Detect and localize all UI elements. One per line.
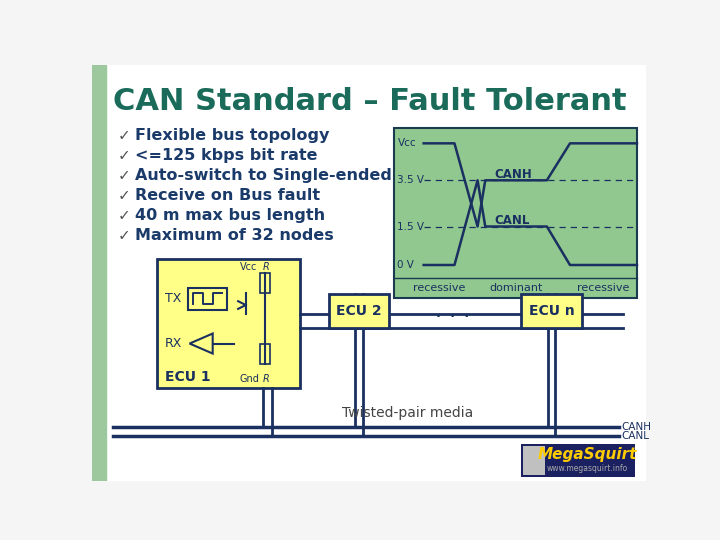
Text: ✓: ✓ bbox=[118, 188, 131, 203]
Text: CAN Standard – Fault Tolerant: CAN Standard – Fault Tolerant bbox=[113, 87, 627, 116]
Text: <=125 kbps bit rate: <=125 kbps bit rate bbox=[135, 148, 318, 163]
Text: Flexible bus topology: Flexible bus topology bbox=[135, 128, 329, 143]
Text: Twisted-pair media: Twisted-pair media bbox=[342, 406, 473, 420]
Text: CANL: CANL bbox=[621, 431, 649, 441]
Text: 40 m max bus length: 40 m max bus length bbox=[135, 208, 325, 223]
Text: 0 V: 0 V bbox=[397, 260, 415, 270]
Bar bbox=[157, 259, 300, 388]
Text: RX: RX bbox=[165, 337, 182, 350]
Text: Gnd: Gnd bbox=[240, 374, 259, 384]
Text: Receive on Bus fault: Receive on Bus fault bbox=[135, 188, 320, 203]
Text: recessive: recessive bbox=[577, 283, 630, 293]
Text: ECU 1: ECU 1 bbox=[165, 370, 210, 384]
Text: R: R bbox=[263, 261, 269, 272]
Bar bbox=[523, 446, 544, 475]
Text: Maximum of 32 nodes: Maximum of 32 nodes bbox=[135, 228, 333, 243]
Text: Vcc: Vcc bbox=[240, 261, 257, 272]
Text: CANH: CANH bbox=[621, 422, 652, 431]
Text: MegaSquirt: MegaSquirt bbox=[538, 447, 637, 462]
Bar bbox=[521, 294, 582, 328]
Text: dominant: dominant bbox=[490, 283, 543, 293]
Polygon shape bbox=[189, 334, 212, 354]
Text: www.megasquirt.info: www.megasquirt.info bbox=[547, 464, 629, 473]
Text: ✓: ✓ bbox=[118, 148, 131, 163]
Text: recessive: recessive bbox=[413, 283, 465, 293]
Text: 3.5 V: 3.5 V bbox=[397, 176, 425, 185]
Bar bbox=[188, 288, 227, 309]
Text: ✓: ✓ bbox=[118, 208, 131, 223]
Text: Auto-switch to Single-ended: Auto-switch to Single-ended bbox=[135, 168, 392, 183]
Text: . . .: . . . bbox=[435, 301, 469, 321]
Text: ✓: ✓ bbox=[118, 228, 131, 243]
Bar bbox=[92, 65, 106, 481]
Text: CANL: CANL bbox=[495, 214, 530, 227]
Text: TX: TX bbox=[165, 292, 181, 306]
Polygon shape bbox=[523, 446, 544, 475]
Text: ✓: ✓ bbox=[118, 128, 131, 143]
Text: CANH: CANH bbox=[495, 167, 532, 181]
Text: ECU 2: ECU 2 bbox=[336, 304, 382, 318]
Text: ECU n: ECU n bbox=[528, 304, 575, 318]
Text: R: R bbox=[263, 374, 269, 384]
Bar bbox=[260, 343, 271, 363]
Text: ✓: ✓ bbox=[118, 168, 131, 183]
Bar bbox=[260, 273, 271, 293]
Bar bbox=[329, 294, 389, 328]
Bar bbox=[395, 128, 637, 298]
Text: 1.5 V: 1.5 V bbox=[397, 221, 425, 232]
Bar bbox=[521, 444, 636, 477]
Text: Vcc: Vcc bbox=[397, 138, 416, 149]
